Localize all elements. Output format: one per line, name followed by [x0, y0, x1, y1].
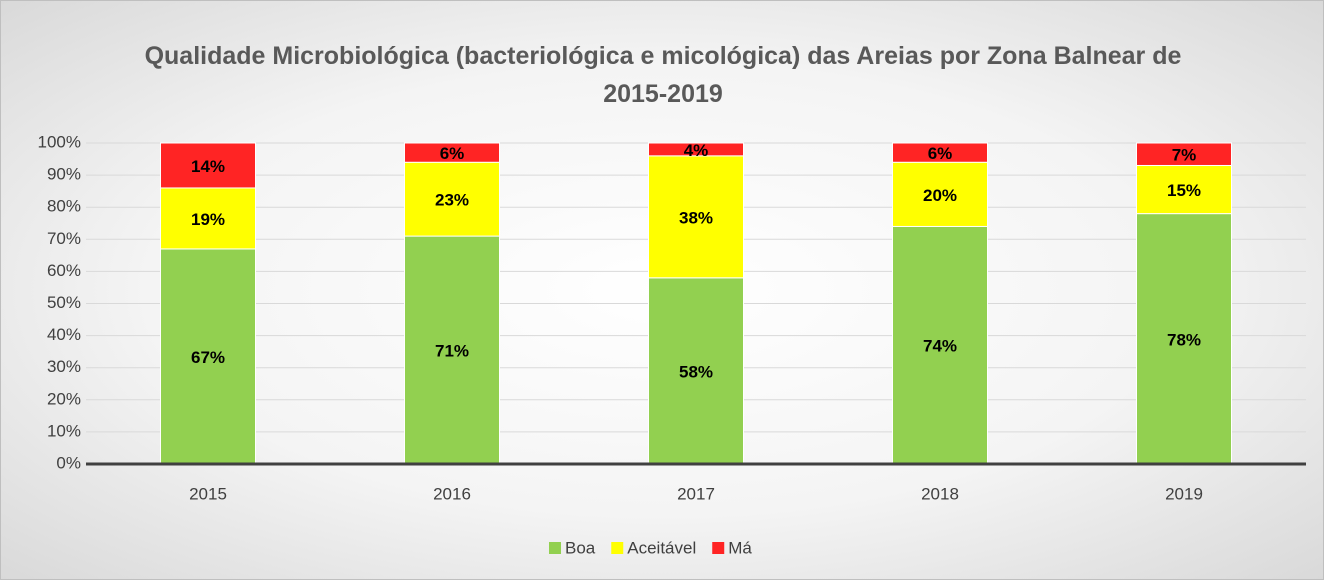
y-tick-label: 60% — [47, 261, 81, 280]
legend-label: Má — [728, 538, 752, 557]
bar-segment — [892, 161, 988, 227]
y-tick-label: 40% — [47, 325, 81, 344]
data-label: 4% — [684, 141, 709, 160]
x-tick-label: 2017 — [677, 484, 715, 503]
bar-segment — [404, 235, 500, 465]
legend-label: Boa — [565, 538, 596, 557]
bar-segment — [892, 142, 988, 163]
data-label: 74% — [923, 337, 957, 356]
x-tick-label: 2015 — [189, 484, 227, 503]
data-label: 7% — [1172, 146, 1197, 165]
y-tick-label: 80% — [47, 197, 81, 216]
data-label: 58% — [679, 362, 713, 381]
x-tick-label: 2019 — [1165, 484, 1203, 503]
legend-swatch — [611, 542, 624, 554]
bar-segment — [892, 225, 988, 465]
data-label: 23% — [435, 191, 469, 210]
data-label: 67% — [191, 348, 225, 367]
y-tick-label: 50% — [47, 293, 81, 312]
y-tick-label: 20% — [47, 389, 81, 408]
x-tick-label: 2016 — [433, 484, 471, 503]
bar-segment — [1136, 164, 1232, 215]
data-label: 20% — [923, 186, 957, 205]
data-label: 6% — [928, 144, 953, 163]
legend-swatch — [712, 542, 725, 554]
bar-segment — [648, 142, 744, 157]
y-tick-label: 10% — [47, 421, 81, 440]
bar-segment — [1136, 213, 1232, 465]
chart-title: Qualidade Microbiológica (bacteriológica… — [144, 42, 1182, 108]
data-label: 19% — [191, 210, 225, 229]
data-label: 14% — [191, 157, 225, 176]
bar-segment — [160, 187, 256, 250]
data-label: 78% — [1167, 330, 1201, 349]
data-label: 15% — [1167, 181, 1201, 200]
bar-segment — [404, 142, 500, 163]
bar-segment — [404, 161, 500, 237]
legend-swatch — [549, 542, 561, 554]
y-tick-label: 70% — [47, 229, 81, 248]
bar-segment — [160, 142, 256, 189]
bar-segment — [648, 155, 744, 279]
data-label: 6% — [440, 144, 465, 163]
bar-segment — [160, 248, 256, 465]
data-label: 71% — [435, 342, 469, 361]
bar-segment — [1136, 142, 1232, 166]
y-tick-label: 30% — [47, 357, 81, 376]
data-label: 38% — [679, 208, 713, 227]
legend-label: Aceitável — [627, 538, 696, 557]
y-tick-label: 0% — [56, 453, 81, 472]
x-tick-label: 2018 — [921, 484, 959, 503]
y-tick-label: 90% — [47, 165, 81, 184]
y-tick-label: 100% — [38, 132, 81, 151]
bar-segment — [648, 277, 744, 465]
